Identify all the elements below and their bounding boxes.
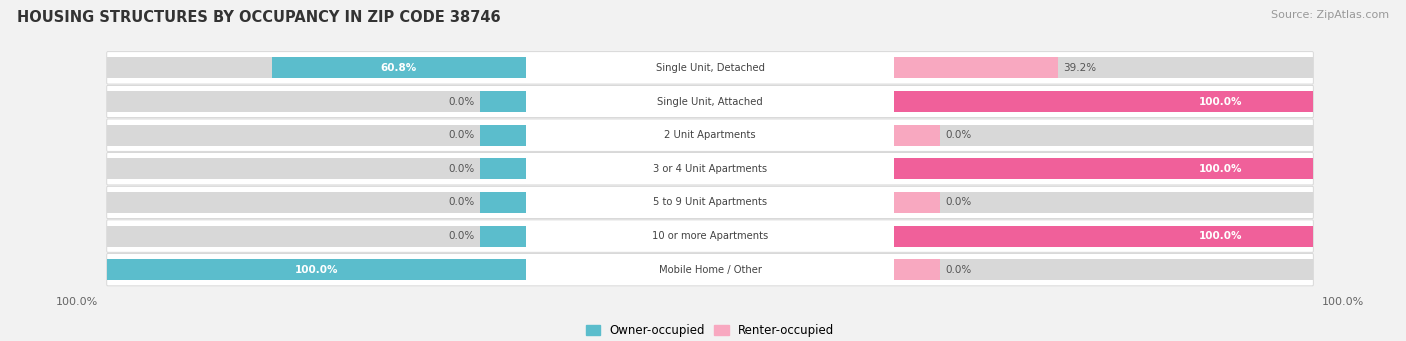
Bar xyxy=(894,259,939,280)
Text: 60.8%: 60.8% xyxy=(381,63,418,73)
Text: 100.0%: 100.0% xyxy=(295,265,339,275)
Bar xyxy=(481,192,526,213)
Text: 100.0%: 100.0% xyxy=(1199,231,1243,241)
Text: 0.0%: 0.0% xyxy=(945,197,972,207)
Text: 0.0%: 0.0% xyxy=(449,197,475,207)
FancyBboxPatch shape xyxy=(107,220,1313,252)
Bar xyxy=(107,259,526,280)
Text: Mobile Home / Other: Mobile Home / Other xyxy=(658,265,762,275)
Bar xyxy=(894,158,1313,179)
Legend: Owner-occupied, Renter-occupied: Owner-occupied, Renter-occupied xyxy=(581,320,839,341)
Text: HOUSING STRUCTURES BY OCCUPANCY IN ZIP CODE 38746: HOUSING STRUCTURES BY OCCUPANCY IN ZIP C… xyxy=(17,10,501,25)
Bar xyxy=(894,57,1059,78)
Text: 0.0%: 0.0% xyxy=(449,231,475,241)
FancyBboxPatch shape xyxy=(107,153,1313,185)
Text: 0.0%: 0.0% xyxy=(449,164,475,174)
Bar xyxy=(107,91,526,112)
Bar xyxy=(107,259,526,280)
Bar xyxy=(107,158,526,179)
Bar xyxy=(894,158,1313,179)
Text: 3 or 4 Unit Apartments: 3 or 4 Unit Apartments xyxy=(652,164,768,174)
Bar xyxy=(894,226,1313,247)
FancyBboxPatch shape xyxy=(107,119,1313,151)
Text: Source: ZipAtlas.com: Source: ZipAtlas.com xyxy=(1271,10,1389,20)
Bar xyxy=(271,57,526,78)
FancyBboxPatch shape xyxy=(107,254,1313,286)
Bar xyxy=(894,125,939,146)
Text: 0.0%: 0.0% xyxy=(449,130,475,140)
Bar xyxy=(481,91,526,112)
Bar xyxy=(894,125,1313,146)
Bar xyxy=(894,192,1313,213)
FancyBboxPatch shape xyxy=(107,52,1313,84)
Text: Single Unit, Attached: Single Unit, Attached xyxy=(657,97,763,106)
Bar xyxy=(107,125,526,146)
FancyBboxPatch shape xyxy=(107,85,1313,118)
Text: 0.0%: 0.0% xyxy=(449,97,475,106)
Text: 0.0%: 0.0% xyxy=(945,265,972,275)
Text: 0.0%: 0.0% xyxy=(945,130,972,140)
Bar xyxy=(894,192,939,213)
Bar xyxy=(894,226,1313,247)
Text: 100.0%: 100.0% xyxy=(1199,164,1243,174)
Bar xyxy=(481,226,526,247)
Bar xyxy=(107,57,526,78)
Bar xyxy=(894,91,1313,112)
Bar xyxy=(481,158,526,179)
Text: 2 Unit Apartments: 2 Unit Apartments xyxy=(664,130,756,140)
Text: Single Unit, Detached: Single Unit, Detached xyxy=(655,63,765,73)
Text: 10 or more Apartments: 10 or more Apartments xyxy=(652,231,768,241)
Bar xyxy=(894,57,1313,78)
Bar xyxy=(107,192,526,213)
Text: 5 to 9 Unit Apartments: 5 to 9 Unit Apartments xyxy=(652,197,768,207)
Bar xyxy=(481,125,526,146)
Text: 39.2%: 39.2% xyxy=(1063,63,1097,73)
Bar xyxy=(894,259,1313,280)
Text: 100.0%: 100.0% xyxy=(1199,97,1243,106)
FancyBboxPatch shape xyxy=(107,186,1313,219)
Bar xyxy=(107,226,526,247)
Bar xyxy=(894,91,1313,112)
